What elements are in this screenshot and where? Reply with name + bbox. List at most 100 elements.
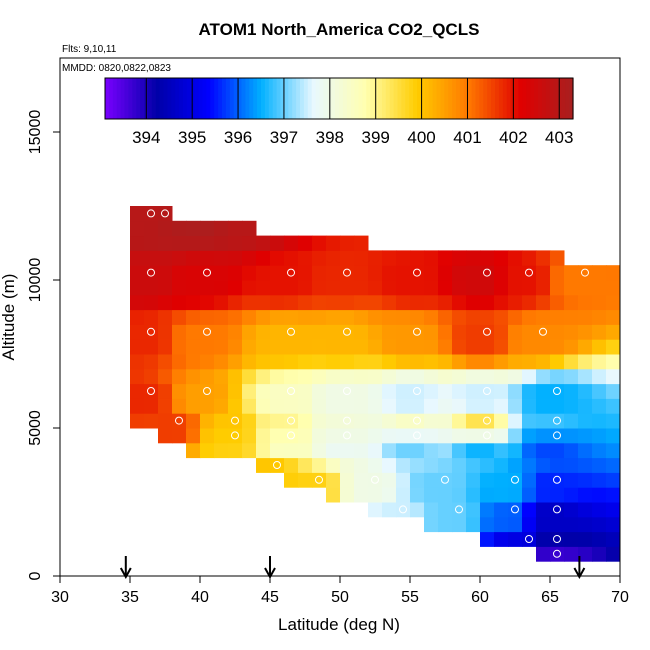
heatmap-cell — [256, 265, 271, 281]
sample-point — [175, 209, 183, 218]
heatmap-cell — [508, 383, 523, 399]
heatmap-cell — [200, 383, 215, 399]
heatmap-cell — [354, 309, 369, 325]
heatmap-cell — [228, 383, 243, 399]
heatmap-cell — [536, 294, 551, 311]
heatmap-cell — [228, 368, 243, 385]
heatmap-cell — [270, 428, 285, 444]
colorbar-segment — [124, 78, 129, 119]
heatmap-cell — [396, 368, 411, 385]
heatmap-cell — [592, 280, 607, 296]
colorbar-segment — [128, 78, 133, 119]
colorbar-segment — [229, 78, 235, 119]
heatmap-cell — [284, 309, 299, 325]
heatmap-cell — [508, 368, 523, 385]
heatmap-cell — [494, 516, 509, 533]
heatmap-cell — [340, 339, 355, 355]
colorbar-tick-label: 399 — [362, 128, 390, 147]
heatmap-cell — [382, 502, 397, 518]
heatmap-cell — [326, 442, 341, 459]
heatmap-cell — [158, 309, 173, 325]
heatmap-cell — [270, 383, 285, 399]
sample-point — [175, 416, 183, 425]
heatmap-cell — [606, 428, 621, 444]
heatmap-cell — [424, 280, 439, 296]
heatmap-cell — [522, 383, 537, 399]
heatmap-cell — [312, 457, 327, 473]
sample-point — [553, 431, 561, 440]
heatmap-cell — [256, 280, 271, 296]
heatmap-cell — [214, 220, 229, 237]
heatmap-cell — [172, 220, 187, 237]
colorbar-segment — [417, 78, 422, 119]
colorbar-segment — [214, 78, 219, 119]
heatmap-cell — [522, 398, 537, 414]
heatmap-cell — [424, 339, 439, 355]
heatmap-cell — [564, 324, 579, 340]
heatmap-cell — [130, 339, 145, 355]
colorbar-segment — [374, 78, 379, 119]
sample-point — [483, 416, 491, 425]
heatmap-cell — [592, 324, 607, 340]
heatmap-cell — [172, 368, 187, 385]
y-axis: 0 5000 10000 15000 — [27, 58, 61, 580]
heatmap-cell — [200, 324, 215, 340]
heatmap-cell — [508, 309, 523, 325]
colorbar-segment — [553, 78, 558, 119]
heatmap-cell — [242, 383, 257, 399]
heatmap-cell — [578, 457, 593, 473]
heatmap-cell — [452, 309, 467, 325]
heatmap-cell — [200, 339, 215, 355]
heatmap-cell — [592, 546, 607, 562]
chart-title: ATOM1 North_America CO2_QCLS — [199, 20, 480, 39]
heatmap-cell — [452, 502, 467, 518]
sample-point — [483, 268, 491, 277]
colorbar-tick-label: 397 — [270, 128, 298, 147]
heatmap-cell — [312, 309, 327, 325]
colorbar-segment — [311, 78, 317, 119]
heatmap-cell — [396, 472, 411, 488]
heatmap-cell — [270, 294, 285, 311]
colorbar-segment — [428, 78, 434, 119]
heatmap-cell — [242, 368, 257, 385]
heatmap-cell — [410, 354, 425, 370]
heatmap-cell — [578, 280, 593, 296]
heatmap-cell — [340, 413, 355, 429]
heatmap-cell — [452, 457, 467, 473]
heatmap-cell — [284, 265, 299, 281]
heatmap-cell — [452, 265, 467, 281]
heatmap-cell — [312, 265, 327, 281]
colorbar-segment — [319, 78, 324, 119]
heatmap-cell — [144, 413, 159, 429]
heatmap-cell — [186, 398, 201, 414]
heatmap-cell — [424, 324, 439, 340]
heatmap-cell — [270, 398, 285, 414]
heatmap-cell — [270, 265, 285, 281]
colorbar-segment — [397, 78, 402, 119]
heatmap-cell — [158, 413, 173, 429]
colorbar-segment — [459, 78, 465, 119]
heatmap-cell — [130, 206, 145, 222]
heatmap-cell — [592, 442, 607, 459]
colorbar-segment — [272, 78, 278, 119]
sample-point — [441, 475, 449, 484]
heatmap-cell — [564, 442, 579, 459]
heatmap-cell — [172, 294, 187, 311]
heatmap-cell — [578, 516, 593, 533]
heatmap-cell — [466, 516, 481, 533]
heatmap-cell — [298, 309, 313, 325]
flights-label: Flts: 9,10,11 — [62, 44, 117, 55]
heatmap-cell — [494, 428, 509, 444]
heatmap-cell — [130, 294, 145, 311]
x-tick-label: 35 — [121, 589, 139, 606]
heatmap-cell — [592, 368, 607, 385]
heatmap-cell — [494, 413, 509, 429]
heatmap-cell — [396, 294, 411, 311]
heatmap-cell — [522, 531, 537, 547]
sample-point — [413, 416, 421, 425]
heatmap-cell — [452, 354, 467, 370]
heatmap-cell — [354, 457, 369, 473]
heatmap-cell — [186, 368, 201, 385]
heatmap-cell — [494, 250, 509, 266]
heatmap-cell — [536, 516, 551, 533]
